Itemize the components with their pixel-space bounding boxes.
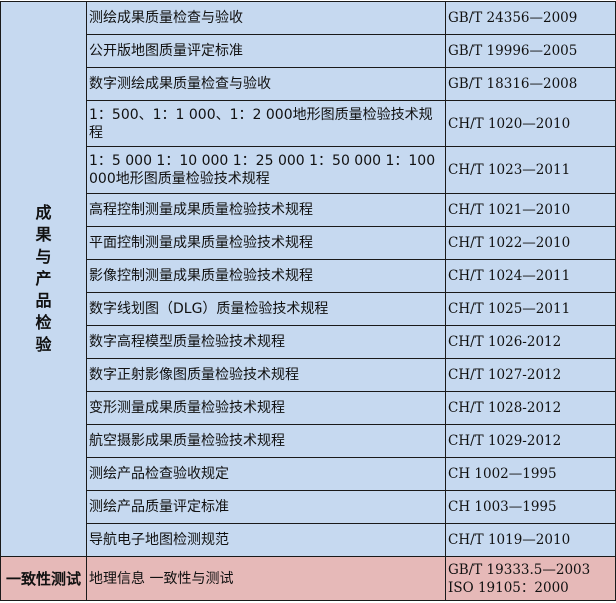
- standard-code-text: CH/T 1026-2012: [448, 334, 562, 350]
- standard-name: 平面控制测量成果质量检验技术规程: [86, 226, 446, 260]
- standard-code-text: CH/T 1020—2010: [448, 115, 571, 132]
- table-row: 测绘产品质量评定标准 CH 1003—1995: [1, 490, 616, 524]
- standard-code: CH/T 1028-2012: [445, 391, 616, 425]
- standard-code: CH/T 1027-2012: [445, 358, 616, 392]
- standard-code-text: GB/T 19996—2005: [448, 43, 578, 59]
- standard-code: CH/T 1026-2012: [445, 325, 616, 359]
- standard-name: 公开版地图质量评定标准: [86, 34, 446, 68]
- table-row: 高程控制测量成果质量检验技术规程 CH/T 1021—2010: [1, 193, 616, 227]
- standard-code: CH/T 1029-2012: [445, 424, 616, 458]
- standard-name: 航空摄影成果质量检验技术规程: [86, 424, 446, 458]
- standard-name: 数字高程模型质量检验技术规程: [86, 325, 446, 359]
- standard-code-text: GB/T 19333.5—2003: [448, 561, 591, 578]
- table-row: 1：5 000 1：10 000 1：25 000 1：50 000 1：100…: [1, 146, 616, 194]
- standard-name: 高程控制测量成果质量检验技术规程: [86, 193, 446, 227]
- standard-name: 测绘产品质量评定标准: [86, 490, 446, 524]
- standard-name: 数字测绘成果质量检查与验收: [86, 67, 446, 101]
- category-cell: 成果与产品检验: [0, 1, 87, 557]
- table-row: 导航电子地图检测规范 CH/T 1019—2010: [1, 523, 616, 557]
- standard-code-text: CH/T 1024—2011: [448, 268, 571, 284]
- standard-code: CH/T 1021—2010: [445, 193, 616, 227]
- standard-code-secondary: ISO 19105：2000: [448, 579, 569, 596]
- standard-name: 数字线划图（DLG）质量检验技术规程: [86, 292, 446, 326]
- table-row: 变形测量成果质量检验技术规程 CH/T 1028-2012: [1, 391, 616, 425]
- standard-code: GB/T 18316—2008: [445, 67, 616, 101]
- standard-code-text: CH/T 1029-2012: [448, 433, 562, 449]
- standard-code: GB/T 19996—2005: [445, 34, 616, 68]
- standard-code: CH/T 1022—2010: [445, 226, 616, 260]
- standard-code-text: GB/T 18316—2008: [448, 76, 578, 92]
- table-row: 平面控制测量成果质量检验技术规程 CH/T 1022—2010: [1, 226, 616, 260]
- table-row: 公开版地图质量评定标准 GB/T 19996—2005: [1, 34, 616, 68]
- table-row: 数字线划图（DLG）质量检验技术规程 CH/T 1025—2011: [1, 292, 616, 326]
- standard-code: CH/T 1023—2011: [445, 146, 616, 194]
- standard-code-text: CH/T 1027-2012: [448, 367, 562, 383]
- standard-code-text: CH/T 1028-2012: [448, 400, 562, 416]
- table-row: 影像控制测量成果质量检验技术规程 CH/T 1024—2011: [1, 259, 616, 293]
- standard-name: 地理信息 一致性与测试: [86, 556, 446, 601]
- standard-name: 测绘成果质量检查与验收: [86, 1, 446, 35]
- table-row: 数字高程模型质量检验技术规程 CH/T 1026-2012: [1, 325, 616, 359]
- standard-name: 1：500、1：1 000、1：2 000地形图质量检验技术规程: [86, 100, 446, 147]
- standard-code-text: CH/T 1023—2011: [448, 162, 571, 178]
- category-label: 一致性测试: [5, 569, 81, 588]
- category-label: 成果与产品检验: [35, 203, 52, 354]
- standard-code-text: CH/T 1025—2011: [448, 301, 571, 317]
- standard-code: GB/T 24356—2009: [445, 1, 616, 35]
- standard-code: CH/T 1024—2011: [445, 259, 616, 293]
- standard-code-text: CH 1003—1995: [448, 499, 557, 515]
- standard-name: 1：5 000 1：10 000 1：25 000 1：50 000 1：100…: [86, 146, 446, 194]
- standard-name: 变形测量成果质量检验技术规程: [86, 391, 446, 425]
- standard-code: CH/T 1025—2011: [445, 292, 616, 326]
- table-row: 1：500、1：1 000、1：2 000地形图质量检验技术规程 CH/T 102…: [1, 100, 616, 147]
- standard-code: CH/T 1019—2010: [445, 523, 616, 557]
- standard-name: 测绘产品检查验收规定: [86, 457, 446, 491]
- standard-code-text: CH 1002—1995: [448, 466, 557, 482]
- table-row: 测绘产品检查验收规定 CH 1002—1995: [1, 457, 616, 491]
- standard-code-text: CH/T 1022—2010: [448, 235, 571, 251]
- standard-name: 影像控制测量成果质量检验技术规程: [86, 259, 446, 293]
- standard-code-text: GB/T 24356—2009: [448, 10, 578, 26]
- standard-code: CH/T 1020—2010: [445, 100, 616, 147]
- table-row: 成果与产品检验 测绘成果质量检查与验收 GB/T 24356—2009: [0, 1, 616, 557]
- standard-code: GB/T 19333.5—2003 ISO 19105：2000: [445, 556, 616, 601]
- category-cell: 一致性测试: [0, 556, 87, 601]
- standard-code-text: CH/T 1021—2010: [448, 202, 571, 218]
- table-row: 数字正射影像图质量检验技术规程 CH/T 1027-2012: [1, 358, 616, 392]
- table-row: 一致性测试 地理信息 一致性与测试 GB/T 19333.5—2003 ISO 191…: [0, 556, 616, 601]
- standard-code-text: CH/T 1019—2010: [448, 532, 571, 548]
- table-row: 航空摄影成果质量检验技术规程 CH/T 1029-2012: [1, 424, 616, 458]
- standard-name: 导航电子地图检测规范: [86, 523, 446, 557]
- standard-code: CH 1003—1995: [445, 490, 616, 524]
- standard-code: CH 1002—1995: [445, 457, 616, 491]
- standard-name: 数字正射影像图质量检验技术规程: [86, 358, 446, 392]
- table-row: 数字测绘成果质量检查与验收 GB/T 18316—2008: [1, 67, 616, 101]
